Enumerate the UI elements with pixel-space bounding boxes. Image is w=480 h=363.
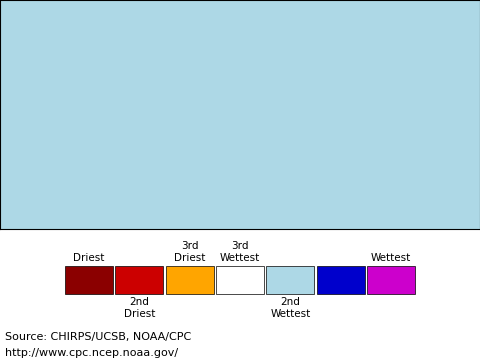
- Text: 2nd
Driest: 2nd Driest: [123, 297, 155, 319]
- Text: Source: CHIRPS/UCSB, NOAA/CPC: Source: CHIRPS/UCSB, NOAA/CPC: [5, 332, 191, 342]
- Bar: [367, 266, 415, 294]
- Bar: [166, 266, 214, 294]
- Text: 2nd
Wettest: 2nd Wettest: [270, 297, 311, 319]
- Text: 3rd
Driest: 3rd Driest: [174, 241, 205, 262]
- Bar: [266, 266, 314, 294]
- Text: Wettest: Wettest: [371, 253, 411, 262]
- Bar: [115, 266, 163, 294]
- Text: http://www.cpc.ncep.noaa.gov/: http://www.cpc.ncep.noaa.gov/: [5, 348, 178, 358]
- Text: Driest: Driest: [73, 253, 105, 262]
- Bar: [317, 266, 365, 294]
- Text: 3rd
Wettest: 3rd Wettest: [220, 241, 260, 262]
- Bar: [216, 266, 264, 294]
- Bar: [65, 266, 113, 294]
